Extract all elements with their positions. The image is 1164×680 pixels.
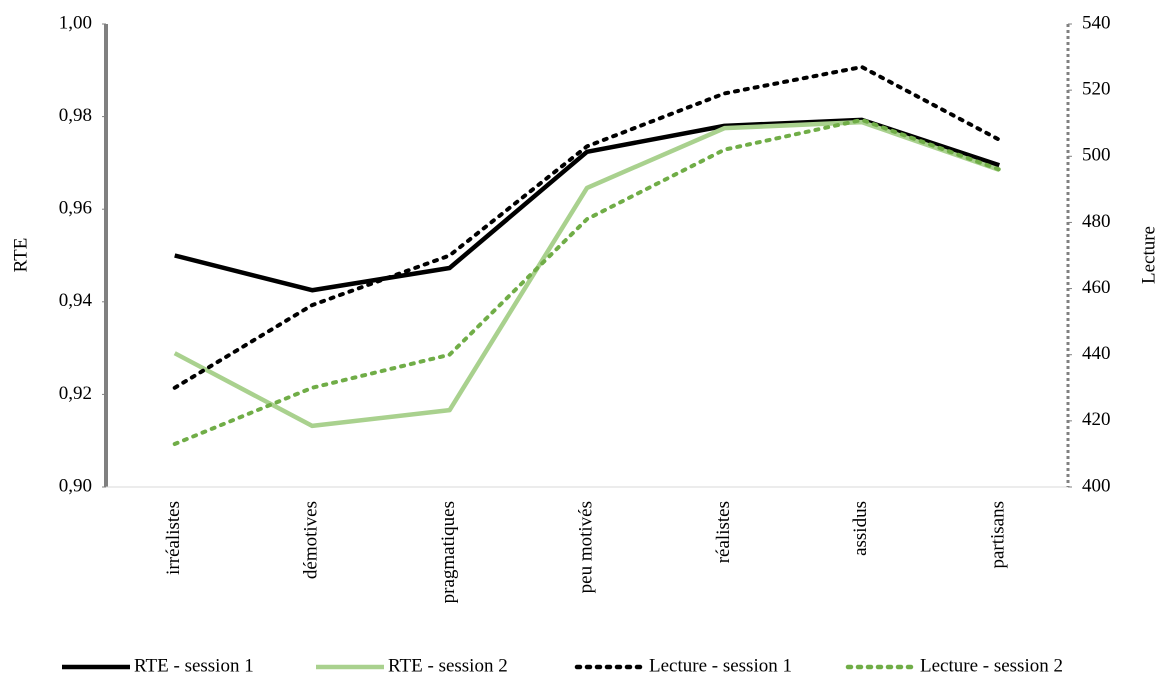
y-axis-title: RTE [10,238,31,273]
series-line [172,117,1002,447]
y2-tick-label: 520 [1082,79,1111,100]
legend-label: Lecture - session 1 [649,655,792,676]
x-tick-label: pragmatiques [438,501,459,603]
x-tick-label: irréalistes [163,501,184,575]
x-tick-label: assidus [850,501,871,556]
legend-label: Lecture - session 2 [920,655,1063,676]
x-tick-label: partisans [988,501,1009,569]
series-line [172,64,1002,390]
y2-tick-label: 400 [1082,475,1111,496]
legend-label: RTE - session 2 [388,655,508,676]
y2-tick-label: 440 [1082,343,1111,364]
series-line [173,119,1001,429]
y-tick-label: 0,94 [59,290,93,311]
x-tick-label: démotives [301,501,322,579]
y-tick-label: 0,96 [59,198,92,219]
y2-tick-label: 540 [1082,12,1111,33]
legend-label: RTE - session 1 [134,655,254,676]
series-line [174,117,1000,293]
y2-tick-label: 460 [1082,277,1111,298]
y-tick-label: 1,00 [59,12,92,33]
y-tick-label: 0,98 [59,105,92,126]
y2-axis-title: Lecture [1138,226,1159,284]
y-tick-label: 0,92 [59,383,92,404]
x-tick-label: réalistes [713,501,734,563]
y-tick-label: 0,90 [59,475,92,496]
x-tick-label: peu motivés [575,501,596,593]
y2-tick-label: 500 [1082,145,1111,166]
y2-tick-label: 480 [1082,211,1111,232]
y2-tick-label: 420 [1082,409,1111,430]
